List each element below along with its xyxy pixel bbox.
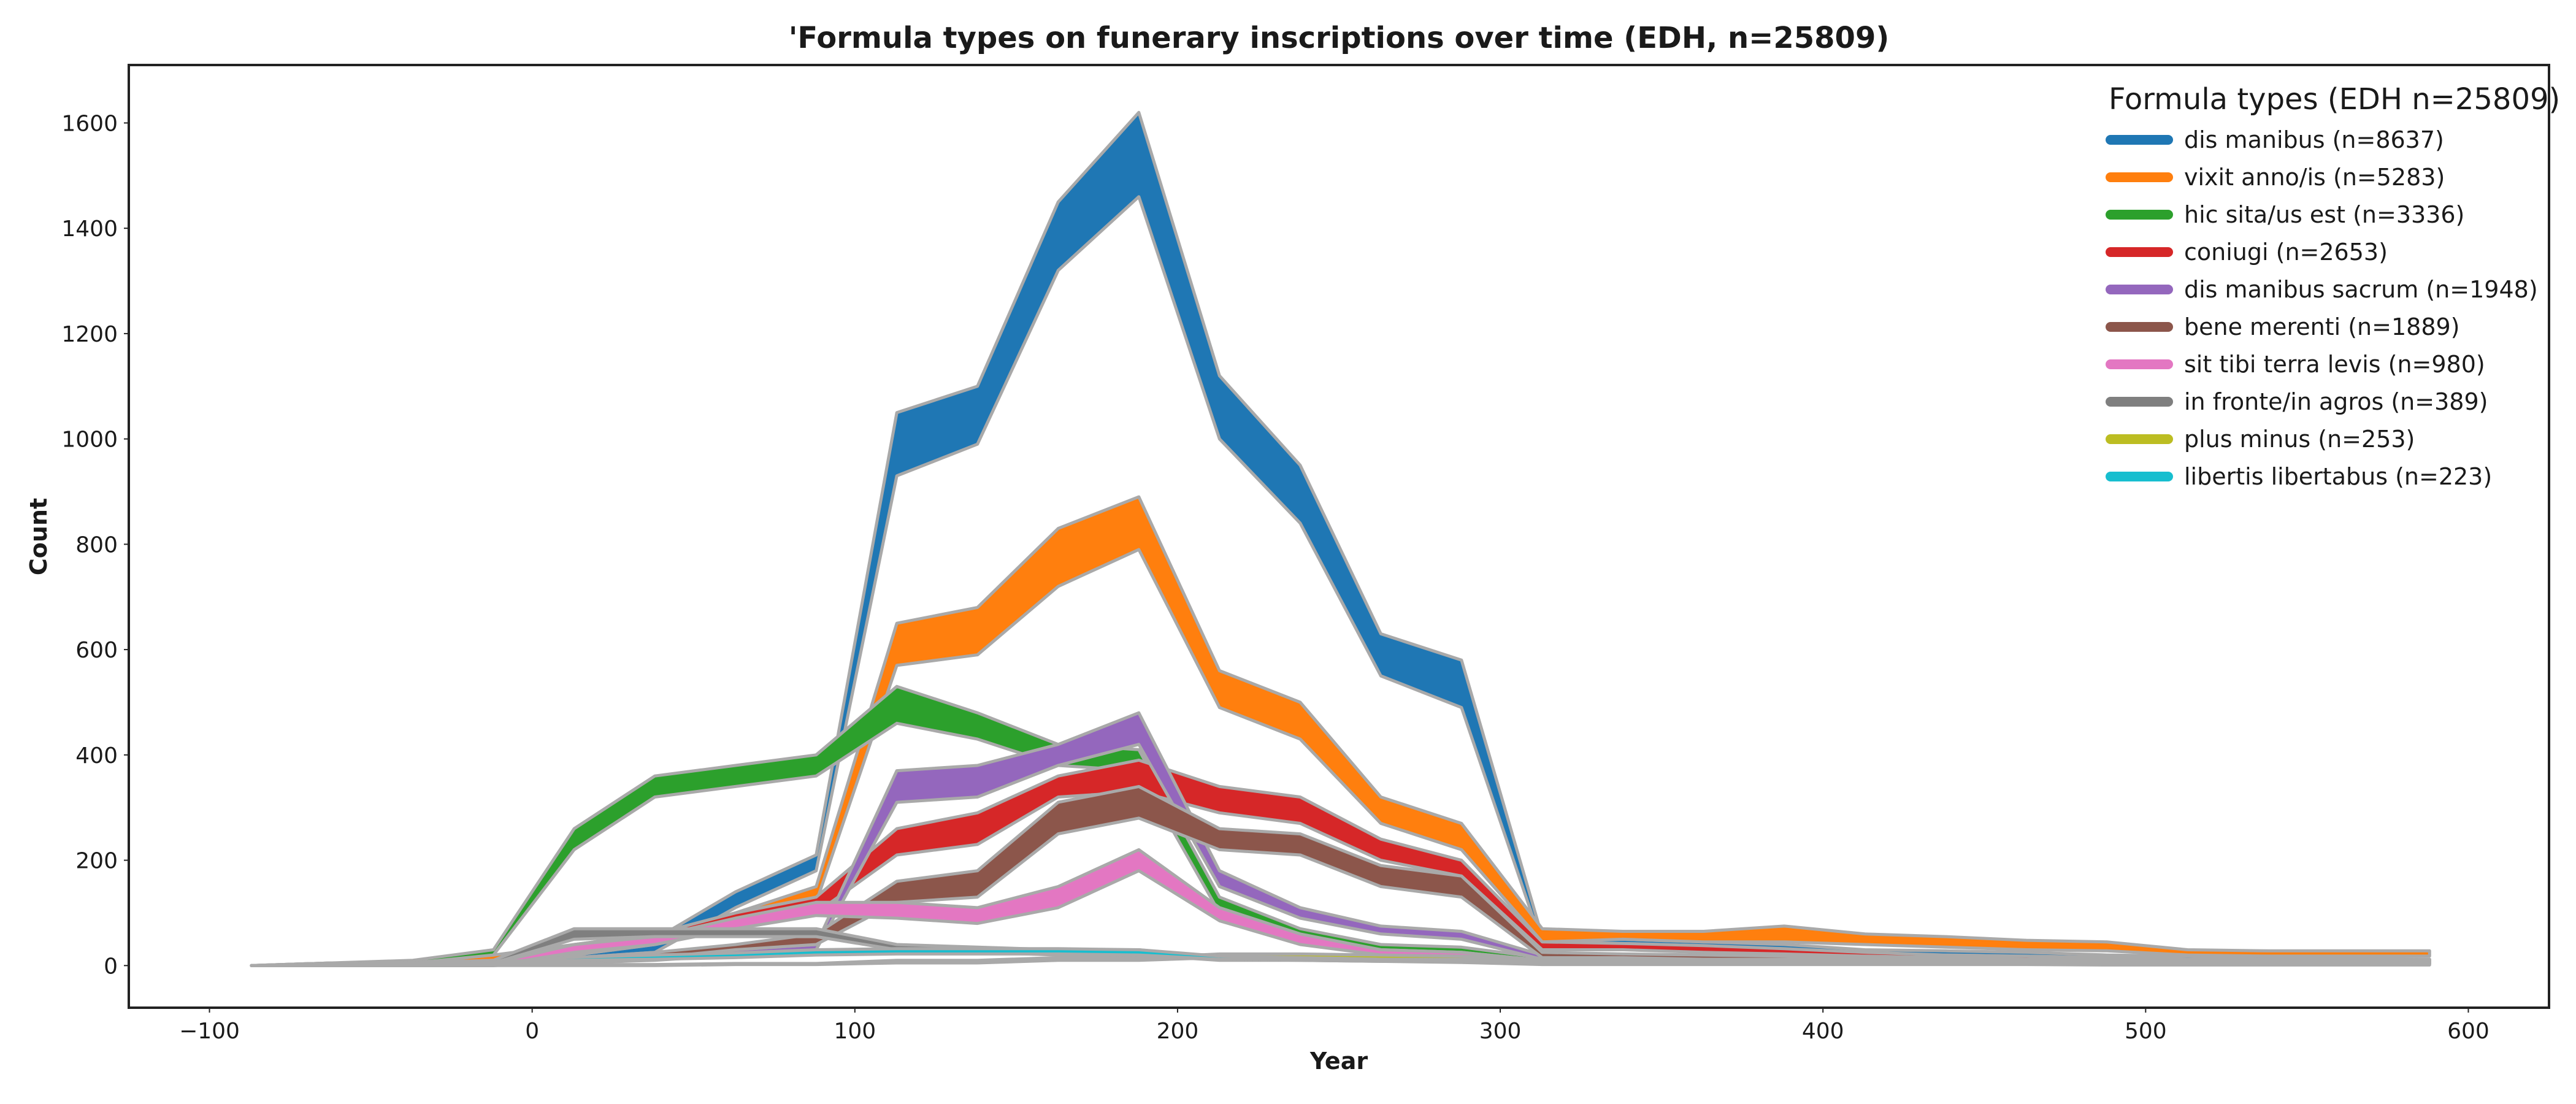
y-tick-label: 1600	[61, 111, 118, 136]
legend-title: Formula types (EDH n=25809)	[2109, 82, 2560, 117]
series-band-9	[250, 952, 2431, 967]
legend-label: plus minus (n=253)	[2184, 426, 2415, 453]
legend-label: dis manibus (n=8637)	[2184, 126, 2444, 153]
series-band-10	[250, 947, 2431, 967]
y-tick-label: 600	[75, 638, 118, 663]
y-tick-label: 200	[75, 849, 118, 874]
plot-frame	[128, 64, 2550, 1009]
legend-label: bene merenti (n=1889)	[2184, 313, 2460, 340]
x-tick-label: 400	[1802, 1019, 1844, 1044]
legend: Formula types (EDH n=25809) dis manibus …	[2106, 82, 2560, 490]
x-tick-label: −100	[179, 1019, 240, 1044]
plot-area	[250, 110, 2431, 967]
legend-label: in fronte/in agros (n=389)	[2184, 388, 2488, 415]
legend-label: dis manibus sacrum (n=1948)	[2184, 276, 2538, 303]
x-tick-label: 500	[2125, 1019, 2167, 1044]
y-tick-label: 1000	[61, 427, 118, 453]
chart-title: 'Formula types on funerary inscriptions …	[789, 21, 1890, 55]
y-tick-label: 400	[75, 743, 118, 769]
legend-label: coniugi (n=2653)	[2184, 239, 2388, 266]
y-tick-label: 1400	[61, 217, 118, 242]
x-tick-label: 600	[2447, 1019, 2490, 1044]
x-axis: −100 0 100 200 300 400 500 600	[179, 1008, 2490, 1044]
legend-label: vixit anno/is (n=5283)	[2184, 164, 2445, 191]
y-tick-label: 1200	[61, 322, 118, 347]
y-axis: 0 200 400 600 800 1000 1200 1400 1600	[61, 111, 129, 979]
x-tick-label: 200	[1157, 1019, 1199, 1044]
legend-label: hic sita/us est (n=3336)	[2184, 201, 2464, 228]
series-band-2	[250, 495, 2431, 967]
x-axis-title: Year	[1309, 1048, 1368, 1075]
y-axis-title: Count	[25, 498, 52, 575]
y-tick-label: 800	[75, 532, 118, 558]
x-tick-label: 100	[834, 1019, 876, 1044]
legend-label: libertis libertabus (n=223)	[2184, 463, 2492, 490]
x-tick-label: 0	[525, 1019, 539, 1044]
x-tick-label: 300	[1479, 1019, 1522, 1044]
legend-items: dis manibus (n=8637) vixit anno/is (n=528…	[2106, 126, 2538, 490]
legend-label: sit tibi terra levis (n=980)	[2184, 351, 2485, 378]
y-tick-label: 0	[104, 954, 118, 979]
